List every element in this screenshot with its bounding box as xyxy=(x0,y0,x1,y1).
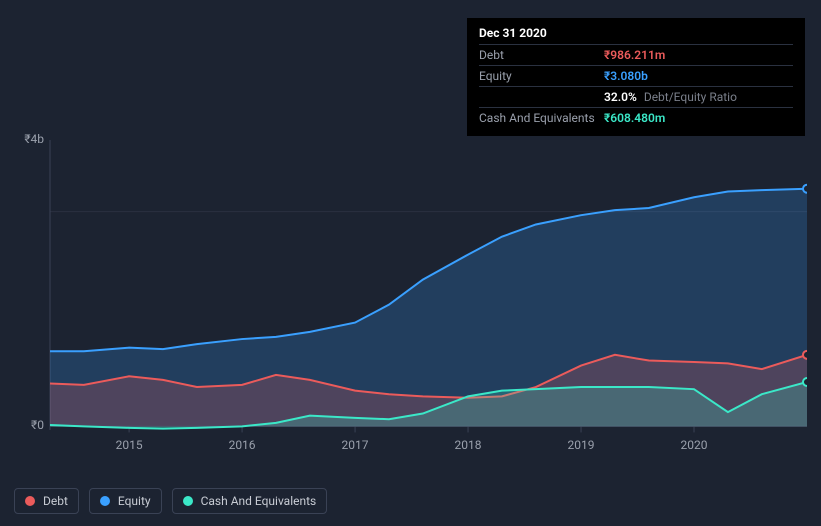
legend-label: Equity xyxy=(118,494,151,508)
tooltip-row: Equity₹3.080b xyxy=(479,65,793,86)
tooltip-row: 32.0% Debt/Equity Ratio xyxy=(479,86,793,107)
tooltip-suffix: Debt/Equity Ratio xyxy=(641,90,737,104)
tooltip-row: Debt₹986.211m xyxy=(479,44,793,65)
legend-item[interactable]: Debt xyxy=(14,488,79,514)
x-axis-label: 2020 xyxy=(681,438,708,452)
legend: Debt Equity Cash And Equivalents xyxy=(14,488,327,514)
area-chart[interactable] xyxy=(14,120,807,470)
chart-container: ₹4b ₹0 2015 2016 2017 2018 2019 2020 xyxy=(14,120,807,460)
tooltip-date: Dec 31 2020 xyxy=(479,26,793,44)
y-axis-label: ₹0 xyxy=(14,418,44,432)
legend-label: Debt xyxy=(43,494,68,508)
legend-item[interactable]: Equity xyxy=(89,488,162,514)
tooltip-label: Debt xyxy=(479,48,604,62)
tooltip-label: Equity xyxy=(479,69,604,83)
x-axis-label: 2017 xyxy=(342,438,369,452)
tooltip-label xyxy=(479,90,604,104)
tooltip-value: 32.0% Debt/Equity Ratio xyxy=(604,90,737,104)
tooltip-value: ₹3.080b xyxy=(604,69,648,83)
x-axis-label: 2019 xyxy=(568,438,595,452)
tooltip-value: ₹986.211m xyxy=(604,48,665,62)
x-axis-label: 2015 xyxy=(116,438,143,452)
legend-item[interactable]: Cash And Equivalents xyxy=(172,488,328,514)
legend-label: Cash And Equivalents xyxy=(201,494,317,508)
legend-dot-icon xyxy=(25,496,35,506)
chart-tooltip: Dec 31 2020 Debt₹986.211mEquity₹3.080b32… xyxy=(467,18,805,136)
x-axis-label: 2018 xyxy=(455,438,482,452)
y-axis-label: ₹4b xyxy=(14,132,44,146)
x-axis-label: 2016 xyxy=(229,438,256,452)
legend-dot-icon xyxy=(183,496,193,506)
legend-dot-icon xyxy=(100,496,110,506)
